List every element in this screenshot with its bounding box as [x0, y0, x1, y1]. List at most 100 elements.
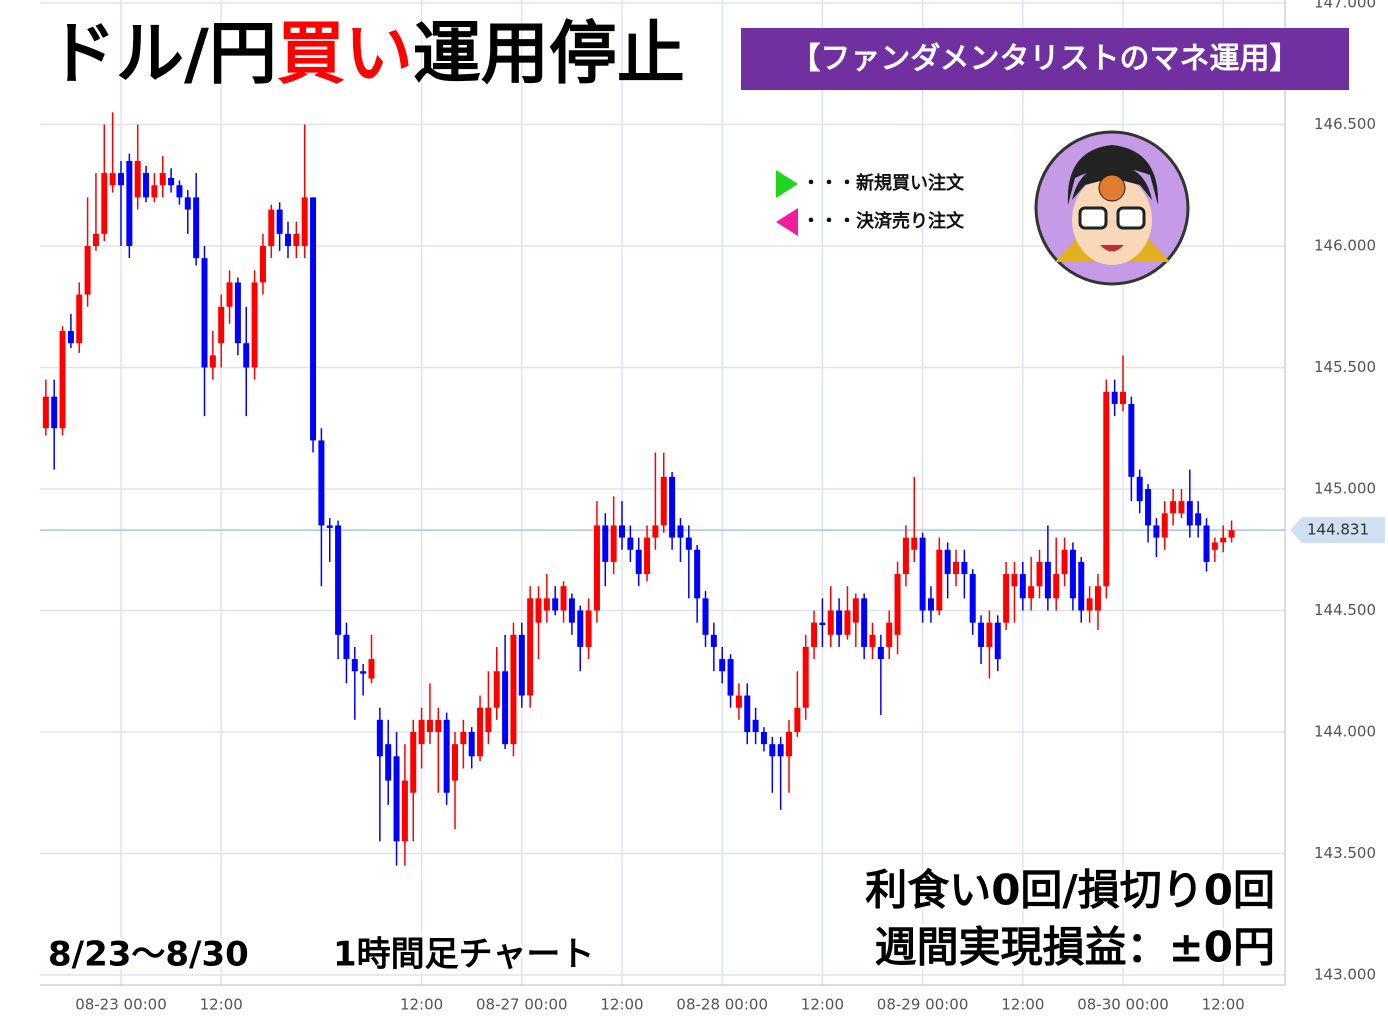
avatar-hair — [1067, 145, 1159, 205]
y-tick-label: 144.000 — [1314, 723, 1376, 741]
candle-body — [184, 197, 191, 210]
candle-body — [1028, 586, 1035, 599]
candles — [42, 112, 1235, 866]
x-tick-label: 08-27 00:00 — [476, 996, 568, 1014]
timeframe: 1時間足チャート — [333, 935, 594, 975]
candle-body — [978, 622, 985, 647]
candle-body — [276, 209, 283, 234]
candle-body — [284, 233, 291, 246]
candle-body — [752, 719, 759, 732]
result-count: 利食い0回/損切り0回 — [865, 866, 1275, 915]
candle-body — [326, 525, 333, 528]
candle-body — [143, 173, 150, 198]
candle-body — [710, 634, 717, 647]
legend-marker — [776, 208, 798, 236]
candle-body — [1036, 561, 1043, 587]
candle-body — [702, 598, 709, 635]
candle-body — [936, 549, 943, 611]
avatar-face — [1072, 175, 1152, 265]
candle-body — [685, 537, 692, 550]
candle-body — [953, 561, 960, 575]
candle-body — [777, 744, 784, 757]
result-pnl: 週間実現損益：±0円 — [875, 923, 1275, 972]
candle-body — [209, 355, 216, 368]
y-tick-label: 145.000 — [1314, 480, 1376, 498]
candle-body — [1203, 525, 1210, 562]
candle-body — [1211, 542, 1218, 550]
title-part: 運用停止 — [413, 15, 685, 94]
candle-body — [1195, 513, 1202, 526]
candle-body — [301, 197, 308, 246]
candle-body — [886, 622, 893, 647]
candle-body — [42, 396, 49, 429]
candle-body — [986, 622, 993, 647]
candle-body — [193, 197, 200, 259]
candle-body — [560, 586, 567, 611]
candle-body — [268, 209, 275, 246]
legend-label: ・・・新規買い注文 — [802, 172, 965, 194]
x-tick-label: 08-23 00:00 — [75, 996, 167, 1014]
candle-body — [251, 282, 258, 368]
candle-body — [844, 610, 851, 635]
candle-body — [760, 732, 767, 745]
candle-body — [310, 197, 317, 441]
candle-body — [852, 598, 859, 623]
candle-body — [927, 598, 934, 611]
candle-body — [877, 646, 884, 660]
candle-body — [201, 258, 208, 368]
candle-body — [84, 246, 91, 295]
chart-title: ドル/円買い運用停止 — [48, 15, 685, 94]
legend: ・・・新規買い注文・・・決済売り注文 — [776, 170, 965, 236]
y-tick-label: 143.000 — [1314, 966, 1376, 984]
candle-body — [502, 671, 509, 745]
candle-body — [443, 719, 450, 793]
candle-body — [1170, 501, 1177, 514]
candle-body — [243, 343, 250, 368]
candle-body — [460, 732, 467, 745]
candle-body — [493, 671, 500, 708]
candle-body — [159, 173, 166, 186]
candle-body — [1069, 549, 1076, 599]
candle-body — [744, 695, 751, 732]
candle-body — [769, 744, 776, 757]
candle-body — [585, 610, 592, 647]
candle-body — [226, 282, 233, 307]
candle-body — [669, 476, 676, 538]
x-tick-label: 12:00 — [400, 996, 443, 1014]
candle-body — [1111, 391, 1118, 404]
legend-marker — [776, 170, 798, 198]
candle-body — [619, 525, 626, 538]
candle-body — [1186, 501, 1193, 526]
candle-body — [694, 549, 701, 599]
avatar-glasses-right — [1116, 206, 1146, 230]
candle-body — [836, 610, 843, 635]
candle-body — [410, 732, 417, 793]
legend-label: ・・・決済売り注文 — [802, 210, 965, 232]
candle-body — [109, 173, 116, 186]
title-part: ドル/円 — [48, 15, 277, 94]
candle-body — [827, 610, 834, 635]
avatar-glasses-left — [1078, 206, 1108, 230]
candle-body — [1145, 489, 1152, 526]
candle-body — [527, 598, 534, 696]
candle-body — [485, 707, 492, 732]
candle-body — [994, 622, 1001, 660]
candle-body — [577, 610, 584, 647]
candle-body — [126, 160, 133, 246]
candle-body — [794, 707, 801, 732]
y-tick-label: 146.000 — [1314, 237, 1376, 255]
candle-body — [259, 246, 266, 283]
candle-body — [293, 233, 300, 246]
candle-body — [343, 634, 350, 660]
candle-body — [919, 537, 926, 611]
candle-body — [376, 719, 383, 757]
y-tick-label: 147.000 — [1314, 0, 1376, 12]
x-tick-label: 12:00 — [1001, 996, 1044, 1014]
candle-body — [969, 574, 976, 623]
x-tick-label: 12:00 — [200, 996, 243, 1014]
candle-body — [468, 732, 475, 757]
candle-body — [1061, 549, 1068, 575]
candle-body — [1220, 537, 1227, 543]
candle-body — [477, 707, 484, 757]
